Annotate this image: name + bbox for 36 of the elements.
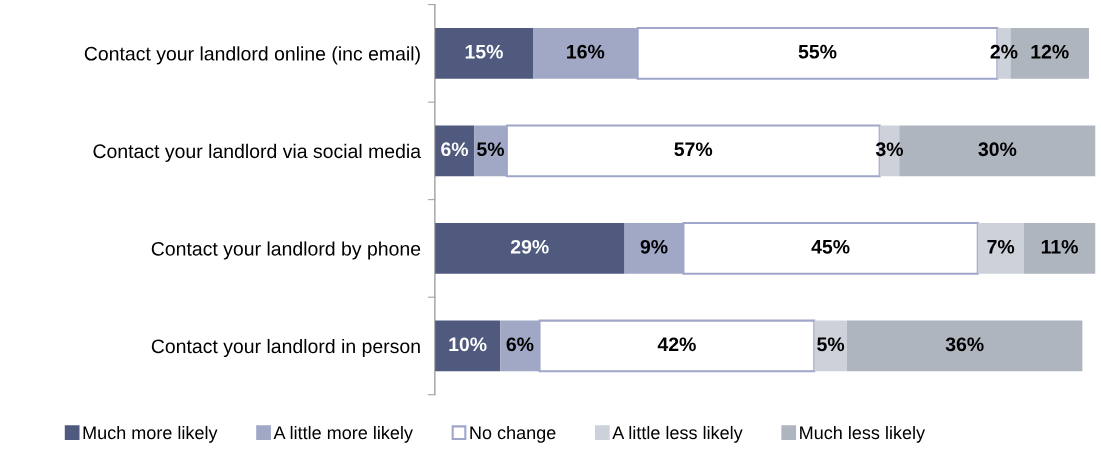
data-label: 5%: [477, 142, 505, 157]
bar: [434, 320, 501, 372]
data-label: 9%: [640, 239, 668, 254]
data-label: 29%: [510, 239, 549, 254]
legend-label: A little more likely: [273, 425, 413, 443]
bar: [846, 320, 1083, 372]
legend-label: Much more likely: [83, 425, 218, 443]
data-label: 5%: [817, 337, 845, 352]
data-label: 42%: [657, 337, 696, 352]
y-tick-label: Contact your landlord via social media: [93, 143, 422, 162]
bar: [434, 28, 533, 79]
data-label: 2%: [990, 44, 1018, 59]
bar: [1023, 223, 1096, 274]
data-label: 12%: [1031, 44, 1069, 59]
data-label: 55%: [798, 44, 837, 59]
data-label: 45%: [811, 239, 850, 254]
legend-label: Much less likely: [800, 425, 926, 443]
data-label: 30%: [978, 142, 1017, 157]
bar: [814, 320, 847, 372]
data-label: 6%: [441, 142, 469, 157]
y-tick-label: Contact your landlord online (inc email): [84, 46, 420, 65]
bar: [977, 223, 1024, 274]
y-tick-label: Contact your landlord in person: [151, 338, 420, 358]
data-label: 36%: [945, 337, 984, 352]
data-label: 6%: [506, 337, 534, 352]
data-label: 3%: [875, 142, 904, 157]
data-label: 7%: [987, 239, 1015, 254]
y-tick-label: Contact your landlord by phone: [151, 241, 421, 260]
legend-label: No change: [470, 425, 556, 443]
legend-label: A little less likely: [612, 425, 743, 443]
data-label: 57%: [674, 142, 713, 157]
bar: [434, 223, 625, 274]
data-label: 15%: [465, 44, 503, 59]
data-label: 16%: [567, 44, 605, 59]
data-label: 10%: [449, 337, 487, 352]
data-label: 11%: [1041, 239, 1078, 254]
